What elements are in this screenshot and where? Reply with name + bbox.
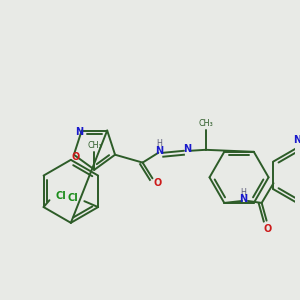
Text: O: O	[72, 152, 80, 162]
Text: N: N	[155, 146, 164, 156]
Text: CH₃: CH₃	[198, 119, 213, 128]
Text: N: N	[239, 194, 247, 204]
Text: H: H	[156, 140, 162, 148]
Text: O: O	[153, 178, 161, 188]
Text: CH₃: CH₃	[87, 141, 102, 150]
Text: Cl: Cl	[68, 193, 78, 203]
Text: N: N	[293, 135, 300, 145]
Text: N: N	[75, 128, 83, 137]
Text: H: H	[240, 188, 246, 196]
Text: Cl: Cl	[56, 191, 66, 201]
Text: O: O	[263, 224, 272, 233]
Text: N: N	[183, 144, 191, 154]
